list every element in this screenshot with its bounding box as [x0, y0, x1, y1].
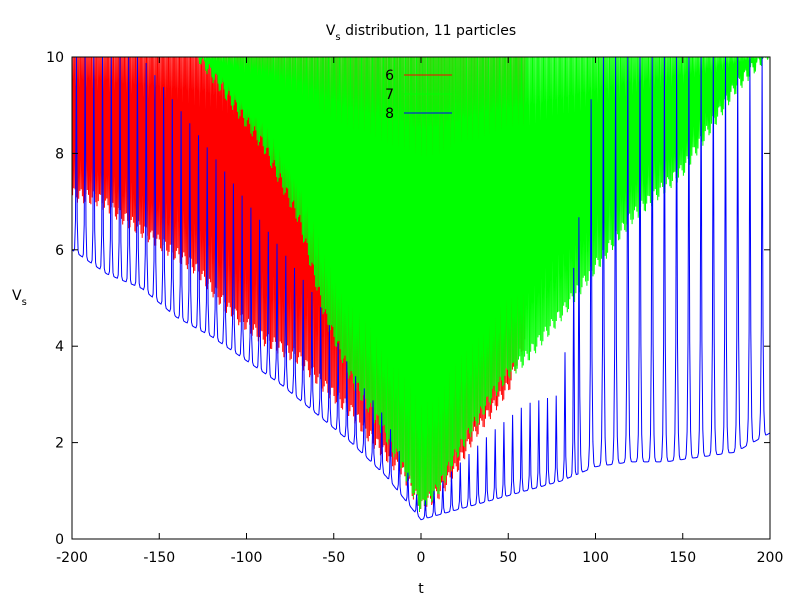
chart-title: Vs distribution, 11 particles	[326, 23, 516, 43]
x-tick-label: -150	[143, 550, 175, 566]
x-tick-label: 200	[757, 550, 784, 566]
series-line-7	[194, 57, 770, 512]
x-tick-label: -100	[231, 550, 263, 566]
legend-label-8: 8	[385, 106, 394, 122]
y-axis-label: Vs	[12, 288, 27, 308]
legend-label-6: 6	[385, 68, 394, 84]
y-tick-label: 0	[55, 532, 64, 548]
x-tick-label: 0	[417, 550, 426, 566]
y-tick-label: 2	[55, 436, 64, 452]
x-axis-label: t	[418, 581, 424, 597]
y-axis: 0 2 4 6 8 10	[46, 50, 770, 548]
y-tick-label: 4	[55, 339, 64, 355]
x-tick-label: 100	[582, 550, 609, 566]
legend-label-7: 7	[385, 87, 394, 103]
x-tick-label: -50	[322, 550, 345, 566]
x-tick-label: 50	[499, 550, 517, 566]
y-tick-label: 10	[46, 50, 64, 66]
x-tick-label: -200	[56, 550, 88, 566]
y-tick-label: 6	[55, 243, 64, 259]
x-axis: -200 -150 -100 -50 0 50 100 150 200	[56, 57, 783, 566]
x-tick-label: 150	[669, 550, 696, 566]
y-tick-label: 8	[55, 146, 64, 162]
series-line-8	[72, 57, 770, 521]
series-layer	[72, 57, 770, 521]
legend: 6 7 8	[385, 68, 452, 122]
